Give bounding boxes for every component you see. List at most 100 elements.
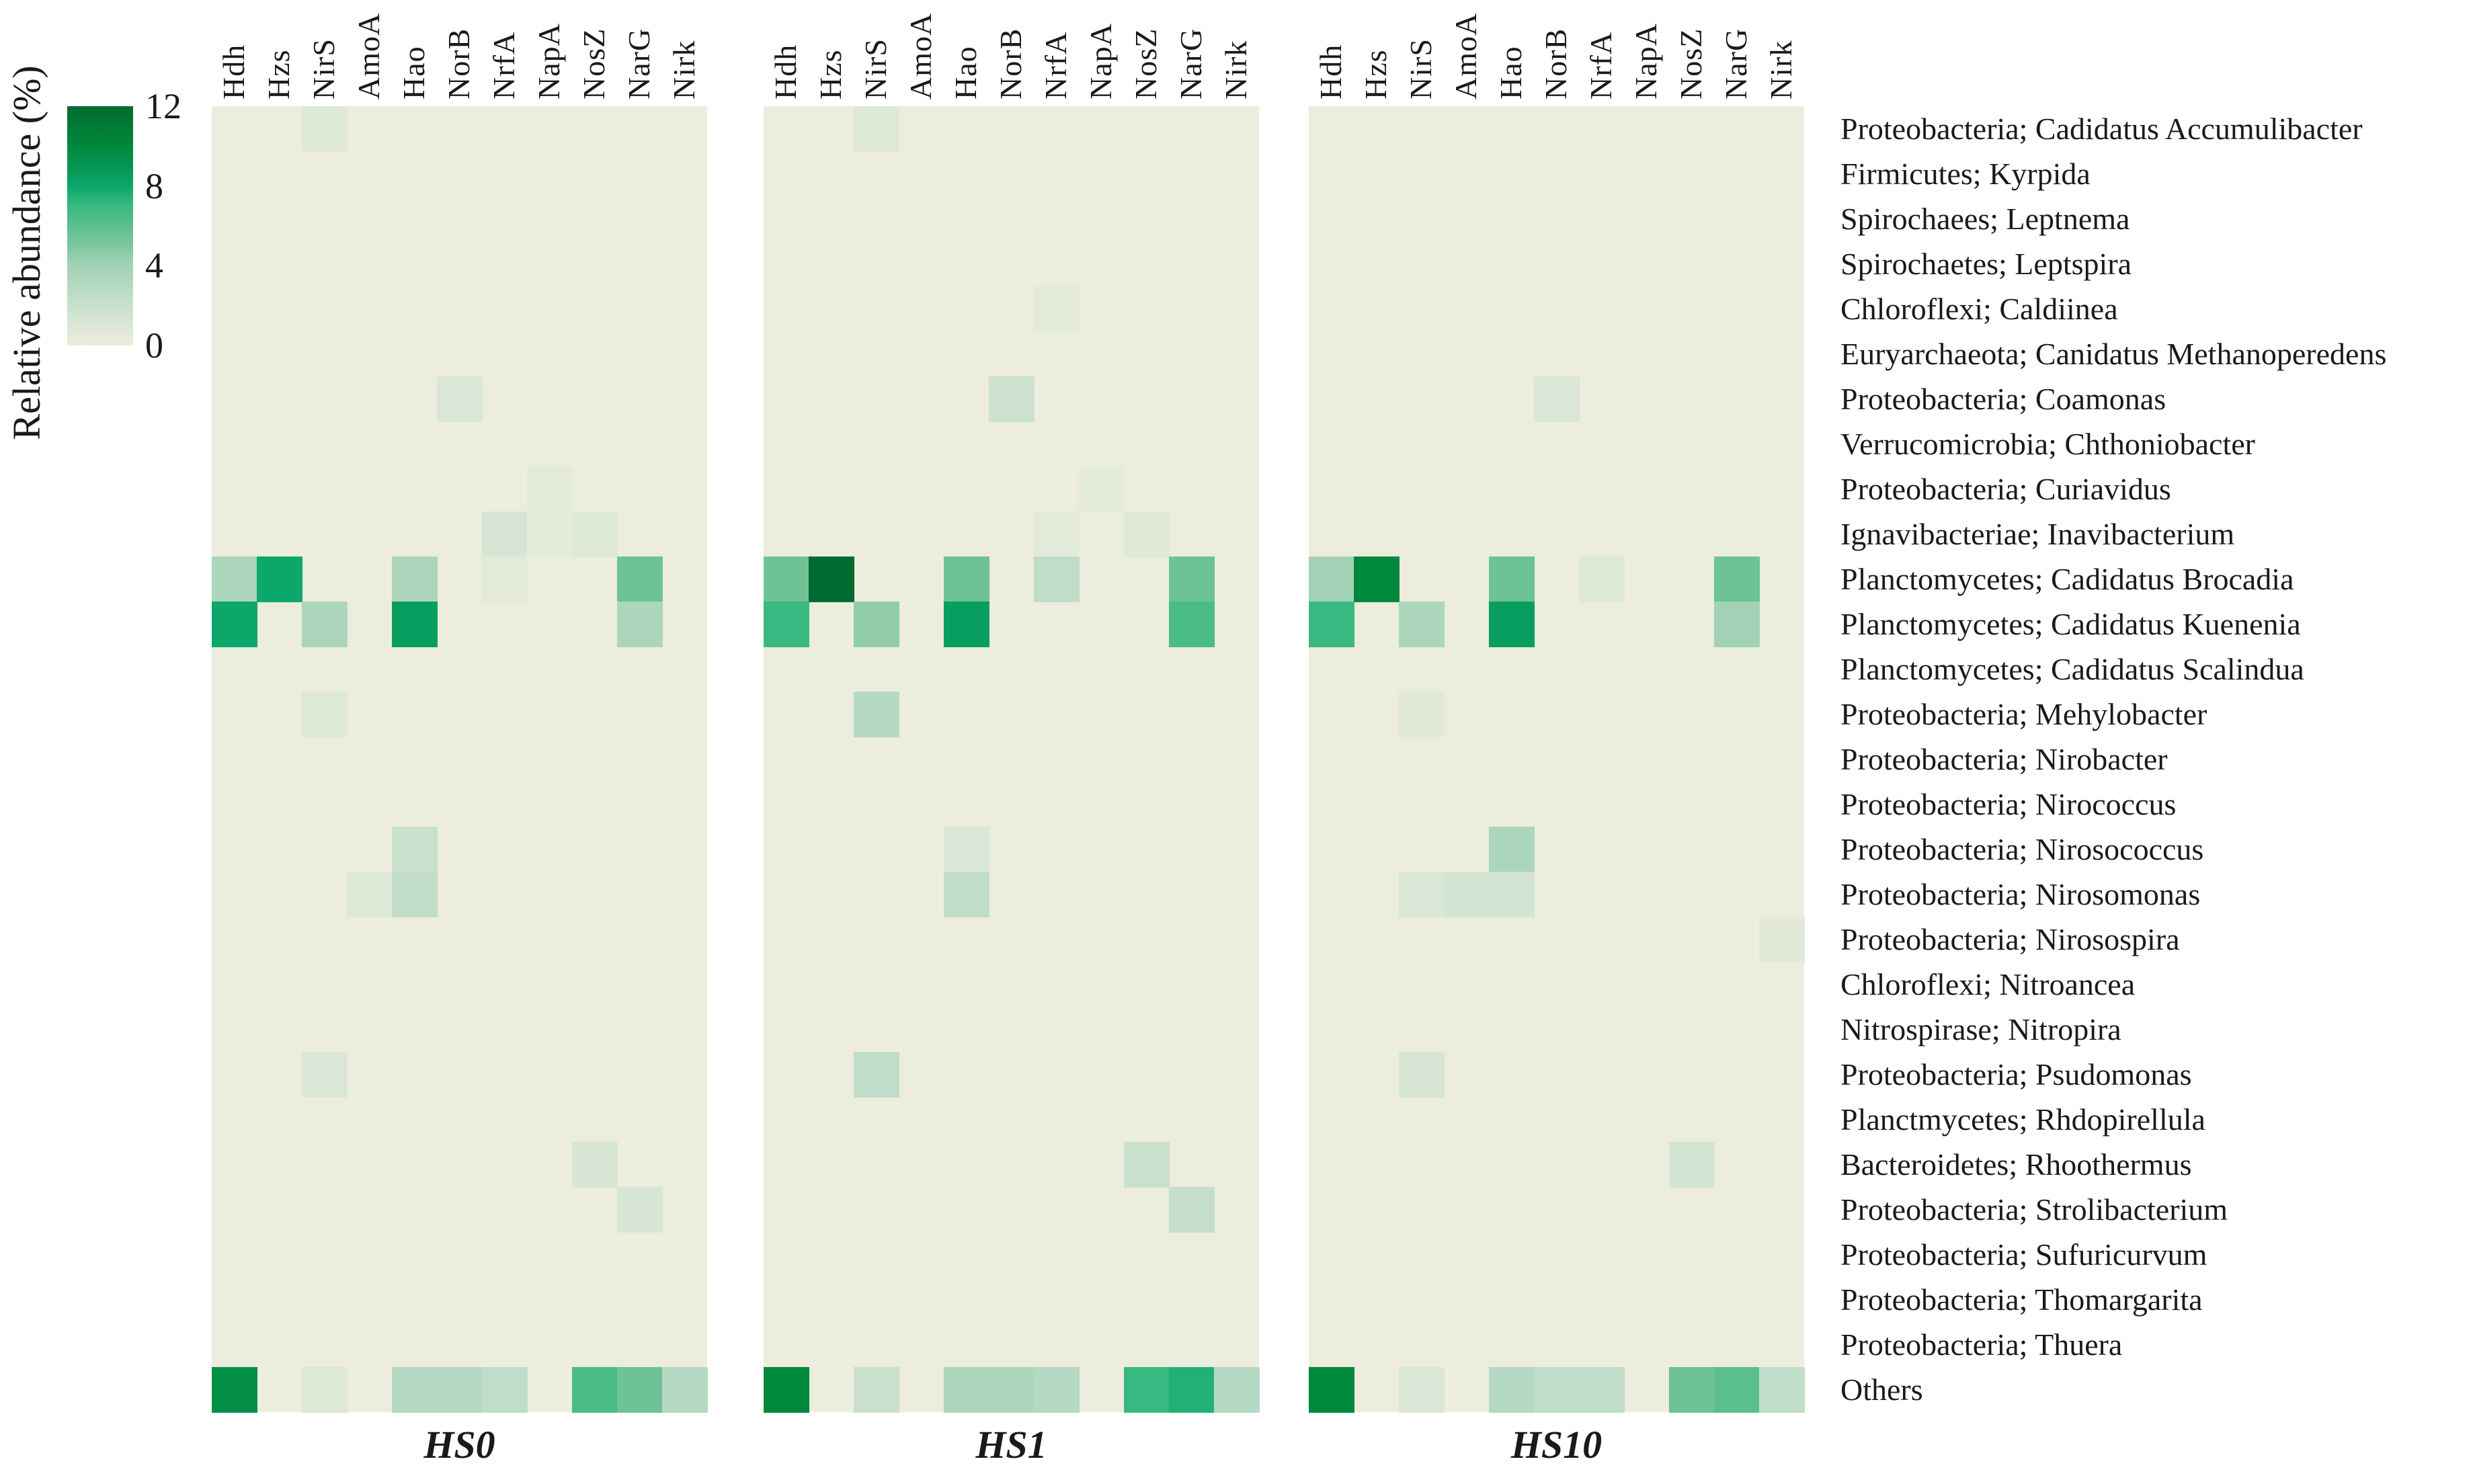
row-label: Spirochaees; Leptnema bbox=[1840, 201, 2130, 236]
heatmap-cell bbox=[302, 692, 348, 737]
column-label-Hdh: Hdh bbox=[768, 44, 803, 99]
heatmap-cell bbox=[944, 827, 989, 872]
heatmap-cell bbox=[1124, 1367, 1170, 1413]
panel-label-HS1: HS1 bbox=[975, 1423, 1047, 1467]
heatmap-cell bbox=[212, 556, 257, 602]
column-label-NorB: NorB bbox=[441, 28, 476, 99]
row-label: Firmicutes; Kyrpida bbox=[1840, 156, 2091, 191]
colorbar-tick-label: 12 bbox=[145, 86, 181, 126]
colorbar-tick-label: 8 bbox=[145, 165, 163, 206]
heatmap-cell bbox=[437, 376, 483, 422]
heatmap-cell bbox=[482, 511, 528, 557]
heatmap-cell bbox=[212, 602, 257, 647]
heatmap-panel-HS10 bbox=[1309, 106, 1804, 1412]
heatmap-cell bbox=[617, 1187, 663, 1233]
heatmap-cell bbox=[302, 106, 348, 152]
column-label-AmoA: AmoA bbox=[351, 12, 386, 99]
heatmap-cell bbox=[302, 1367, 348, 1413]
heatmap-cell bbox=[1399, 1052, 1445, 1098]
heatmap-cell bbox=[302, 1052, 348, 1098]
heatmap-cell bbox=[1169, 1187, 1215, 1233]
heatmap-cell bbox=[1399, 872, 1445, 917]
heatmap-cell bbox=[764, 1367, 809, 1413]
heatmap-cell bbox=[1489, 872, 1535, 917]
heatmap-cell bbox=[572, 1367, 618, 1413]
heatmap-cell bbox=[392, 602, 438, 647]
row-label: Proteobacteria; Psudomonas bbox=[1840, 1057, 2192, 1091]
column-label-Hzs: Hzs bbox=[1358, 49, 1393, 99]
column-label-Hao: Hao bbox=[1493, 46, 1528, 99]
column-label-NapA: NapA bbox=[531, 23, 566, 99]
heatmap-cell bbox=[1444, 872, 1490, 917]
heatmap-cell bbox=[1714, 556, 1760, 602]
heatmap-cell bbox=[617, 602, 663, 647]
column-label-NapA: NapA bbox=[1628, 23, 1663, 99]
column-label-NrfA: NrfA bbox=[1038, 31, 1073, 99]
row-label: Planctomycetes; Cadidatus Kuenenia bbox=[1840, 606, 2301, 641]
heatmap-cell bbox=[1399, 1367, 1445, 1413]
column-label-Nirk: Nirk bbox=[1763, 40, 1798, 99]
heatmap-cell bbox=[854, 602, 899, 647]
heatmap-cell bbox=[854, 106, 899, 152]
row-label: Proteobacteria; Thomargarita bbox=[1840, 1282, 2203, 1317]
row-label: Planctomycetes; Cadidatus Brocadia bbox=[1840, 561, 2294, 596]
heatmap-cell bbox=[1669, 1142, 1715, 1188]
heatmap-cell bbox=[1579, 556, 1625, 602]
heatmap-cell bbox=[392, 556, 438, 602]
row-label: Proteobacteria; Thuera bbox=[1840, 1327, 2123, 1362]
heatmap-cell bbox=[854, 1052, 899, 1098]
column-label-Nirk: Nirk bbox=[1218, 40, 1253, 99]
row-label: Proteobacteria; Nirosococcus bbox=[1840, 831, 2204, 866]
heatmap-cell bbox=[392, 827, 438, 872]
row-label: Proteobacteria; Sufuricurvum bbox=[1840, 1237, 2207, 1272]
row-label: Proteobacteria; Nirosomonas bbox=[1840, 876, 2201, 911]
colorbar-gradient bbox=[67, 106, 133, 345]
row-label: Planctomycetes; Cadidatus Scalindua bbox=[1840, 651, 2304, 686]
column-label-NrfA: NrfA bbox=[1583, 31, 1618, 99]
heatmap-cell bbox=[617, 556, 663, 602]
heatmap-cell bbox=[1034, 286, 1080, 332]
column-label-Hao: Hao bbox=[948, 46, 983, 99]
column-label-NorB: NorB bbox=[993, 28, 1028, 99]
row-label: Proteobacteria; Nirococcus bbox=[1840, 786, 2177, 821]
column-label-NarG: NarG bbox=[1718, 28, 1753, 99]
row-label: Proteobacteria; Mehylobacter bbox=[1840, 696, 2207, 731]
heatmap-cell bbox=[572, 1142, 618, 1188]
row-label: Bacteroidetes; Rhoothermus bbox=[1840, 1147, 2192, 1182]
heatmap-cell bbox=[1714, 1367, 1760, 1413]
column-label-AmoA: AmoA bbox=[1448, 12, 1483, 99]
heatmap-cell bbox=[1579, 1367, 1625, 1413]
row-label: Ignavibacteriae; Inavibacterium bbox=[1840, 516, 2235, 551]
column-label-NarG: NarG bbox=[1173, 28, 1208, 99]
panel-label-HS0: HS0 bbox=[423, 1423, 495, 1467]
row-label: Spirochaetes; Leptspira bbox=[1840, 246, 2132, 281]
heatmap-cell bbox=[1214, 1367, 1260, 1413]
heatmap-cell bbox=[764, 602, 809, 647]
heatmap-cell bbox=[1169, 556, 1215, 602]
row-label: Chloroflexi; Nitroancea bbox=[1840, 966, 2136, 1001]
row-label: Chloroflexi; Caldiinea bbox=[1840, 291, 2118, 326]
row-label: Nitrospirase; Nitropira bbox=[1840, 1012, 2121, 1046]
heatmap-cell bbox=[944, 556, 989, 602]
heatmap-cell bbox=[662, 1367, 708, 1413]
heatmap-cell bbox=[1034, 556, 1080, 602]
heatmap-cell bbox=[1759, 917, 1805, 962]
heatmap-cell bbox=[302, 602, 348, 647]
row-label: Proteobacteria; Nirosospira bbox=[1840, 921, 2180, 956]
heatmap-cell bbox=[392, 872, 438, 917]
heatmap-cell bbox=[1489, 1367, 1535, 1413]
heatmap-cell bbox=[1124, 1142, 1170, 1188]
heatmap-cell bbox=[212, 1367, 257, 1413]
heatmap-cell bbox=[1354, 556, 1400, 602]
column-label-NirS: NirS bbox=[306, 38, 341, 99]
heatmap-cell bbox=[854, 1367, 899, 1413]
column-label-NirS: NirS bbox=[858, 38, 893, 99]
column-label-Hzs: Hzs bbox=[261, 49, 296, 99]
colorbar-title: Relative abundance (%) bbox=[5, 65, 48, 440]
heatmap-cell bbox=[944, 1367, 989, 1413]
column-label-NapA: NapA bbox=[1083, 23, 1118, 99]
heatmap-cell bbox=[1034, 1367, 1080, 1413]
heatmap-cell bbox=[854, 692, 899, 737]
heatmap-cell bbox=[437, 1367, 483, 1413]
